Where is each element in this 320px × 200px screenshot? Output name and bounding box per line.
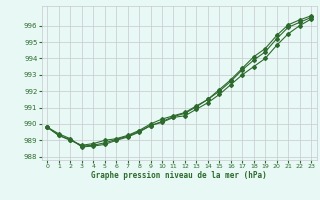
X-axis label: Graphe pression niveau de la mer (hPa): Graphe pression niveau de la mer (hPa) — [91, 171, 267, 180]
